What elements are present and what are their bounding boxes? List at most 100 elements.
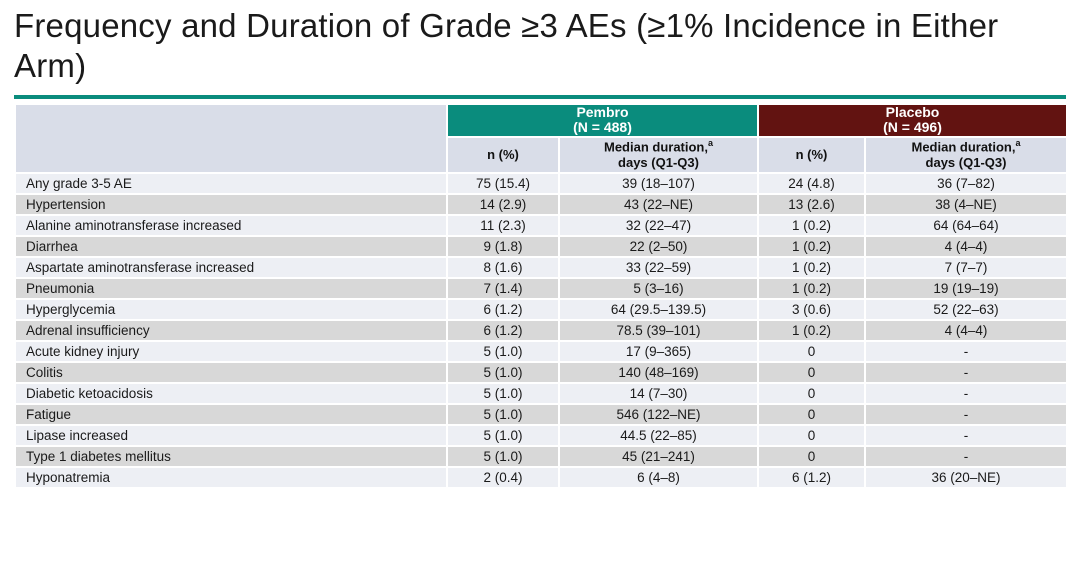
- corner-cell: [14, 103, 448, 174]
- placebo-group-name: Placebo: [885, 104, 940, 120]
- median-duration-units-label: days (Q1-Q3): [925, 155, 1007, 171]
- ae-name-cell: Diabetic ketoacidosis: [14, 381, 448, 405]
- pembro-n-cell: 75 (15.4): [446, 171, 560, 195]
- pembro-n-cell: 6 (1.2): [446, 297, 560, 321]
- table-body: Any grade 3-5 AE 75 (15.4) 39 (18–107) 24 (…: [14, 171, 1068, 489]
- placebo-n-cell: 0: [757, 402, 866, 426]
- pembro-duration-cell: 5 (3–16): [558, 276, 759, 300]
- ae-table: Pembro (N = 488) Placebo (N = 496) n (%)…: [14, 103, 1068, 489]
- group-header-row: Pembro (N = 488) Placebo (N = 496): [14, 103, 1068, 174]
- ae-name-cell: Aspartate aminotransferase increased: [14, 255, 448, 279]
- placebo-n-cell: 0: [757, 381, 866, 405]
- placebo-n-cell: 0: [757, 360, 866, 384]
- pembro-group-name: Pembro: [576, 104, 629, 120]
- pembro-group-header: Pembro (N = 488): [446, 103, 759, 138]
- pembro-duration-header: Median duration,a days (Q1-Q3): [558, 135, 759, 174]
- pembro-duration-cell: 39 (18–107): [558, 171, 759, 195]
- pembro-group-n: (N = 488): [573, 119, 632, 136]
- pembro-duration-cell: 44.5 (22–85): [558, 423, 759, 447]
- pembro-n-cell: 14 (2.9): [446, 192, 560, 216]
- sub-header-row: n (%) Median duration,a days (Q1-Q3) n (…: [15, 135, 1068, 174]
- ae-name-cell: Type 1 diabetes mellitus: [14, 444, 448, 468]
- footnote-marker: a: [1015, 137, 1021, 148]
- pembro-duration-cell: 17 (9–365): [558, 339, 759, 363]
- table-row: Any grade 3-5 AE 75 (15.4) 39 (18–107) 24 (…: [14, 171, 1068, 195]
- placebo-n-pct-header: n (%): [757, 135, 866, 174]
- placebo-n-cell: 0: [757, 339, 866, 363]
- placebo-duration-cell: -: [864, 402, 1068, 426]
- ae-name-cell: Lipase increased: [14, 423, 448, 447]
- n-pct-label: n (%): [795, 146, 828, 162]
- placebo-duration-cell: 64 (64–64): [864, 213, 1068, 237]
- pembro-n-cell: 8 (1.6): [446, 255, 560, 279]
- pembro-n-cell: 5 (1.0): [446, 444, 560, 468]
- placebo-duration-header: Median duration,a days (Q1-Q3): [864, 135, 1068, 174]
- table-row: Lipase increased 5 (1.0) 44.5 (22–85) 0-: [14, 423, 1068, 447]
- placebo-group-n: (N = 496): [883, 119, 942, 136]
- ae-name-cell: Hyponatremia: [14, 465, 448, 489]
- ae-name-cell: Colitis: [14, 360, 448, 384]
- ae-name-cell: Fatigue: [14, 402, 448, 426]
- placebo-duration-cell: -: [864, 444, 1068, 468]
- ae-name-cell: Hyperglycemia: [14, 297, 448, 321]
- placebo-duration-cell: 52 (22–63): [864, 297, 1068, 321]
- footnote-marker: a: [707, 137, 713, 148]
- placebo-duration-cell: 7 (7–7): [864, 255, 1068, 279]
- placebo-n-cell: 0: [757, 444, 866, 468]
- pembro-duration-cell: 43 (22–NE): [558, 192, 759, 216]
- ae-name-cell: Alanine aminotransferase increased: [14, 213, 448, 237]
- placebo-duration-cell: -: [864, 360, 1068, 384]
- pembro-n-cell: 5 (1.0): [446, 339, 560, 363]
- median-duration-label: Median duration,: [911, 139, 1016, 155]
- pembro-n-cell: 5 (1.0): [446, 360, 560, 384]
- table-row: Colitis 5 (1.0) 140 (48–169) 0-: [14, 360, 1068, 384]
- placebo-duration-cell: -: [864, 381, 1068, 405]
- placebo-duration-cell: 36 (20–NE): [864, 465, 1068, 489]
- table-row: Hypertension 14 (2.9) 43 (22–NE) 13 (2.6) 38…: [14, 192, 1068, 216]
- table-row: Hyponatremia 2 (0.4) 6 (4–8) 6 (1.2) 36 (20–…: [14, 465, 1068, 489]
- table-row: Hyperglycemia 6 (1.2) 64 (29.5–139.5) 3 (0.…: [14, 297, 1068, 321]
- placebo-n-cell: 1 (0.2): [757, 255, 866, 279]
- table-row: Type 1 diabetes mellitus 5 (1.0) 45 (21–24…: [14, 444, 1068, 468]
- pembro-n-cell: 2 (0.4): [446, 465, 560, 489]
- placebo-duration-cell: 4 (4–4): [864, 318, 1068, 342]
- placebo-n-cell: 0: [757, 423, 866, 447]
- placebo-n-cell: 6 (1.2): [757, 465, 866, 489]
- table-row: Diarrhea 9 (1.8) 22 (2–50) 1 (0.2) 4 (4–4): [14, 234, 1068, 258]
- pembro-n-cell: 11 (2.3): [446, 213, 560, 237]
- table-row: Diabetic ketoacidosis 5 (1.0) 14 (7–30) 0-: [14, 381, 1068, 405]
- pembro-n-cell: 5 (1.0): [446, 381, 560, 405]
- pembro-duration-cell: 45 (21–241): [558, 444, 759, 468]
- table-row: Pneumonia 7 (1.4) 5 (3–16) 1 (0.2) 19 (19–19…: [14, 276, 1068, 300]
- pembro-duration-cell: 22 (2–50): [558, 234, 759, 258]
- table-header: Pembro (N = 488) Placebo (N = 496) n (%)…: [14, 103, 1068, 174]
- placebo-group-header: Placebo (N = 496): [757, 103, 1068, 138]
- pembro-n-cell: 6 (1.2): [446, 318, 560, 342]
- placebo-duration-cell: 4 (4–4): [864, 234, 1068, 258]
- placebo-duration-cell: 36 (7–82): [864, 171, 1068, 195]
- placebo-duration-cell: -: [864, 339, 1068, 363]
- placebo-n-cell: 24 (4.8): [757, 171, 866, 195]
- median-duration-units-label: days (Q1-Q3): [618, 155, 699, 171]
- ae-name-cell: Acute kidney injury: [14, 339, 448, 363]
- pembro-n-pct-header: n (%): [446, 135, 560, 174]
- pembro-duration-cell: 14 (7–30): [558, 381, 759, 405]
- placebo-n-cell: 1 (0.2): [757, 234, 866, 258]
- placebo-duration-cell: 38 (4–NE): [864, 192, 1068, 216]
- pembro-duration-cell: 546 (122–NE): [558, 402, 759, 426]
- table-row: Acute kidney injury 5 (1.0) 17 (9–365) 0-: [14, 339, 1068, 363]
- pembro-n-cell: 9 (1.8): [446, 234, 560, 258]
- n-pct-label: n (%): [487, 146, 519, 162]
- placebo-n-cell: 13 (2.6): [757, 192, 866, 216]
- pembro-duration-cell: 6 (4–8): [558, 465, 759, 489]
- table-row: Aspartate aminotransferase increased 8 (1…: [14, 255, 1068, 279]
- placebo-n-cell: 1 (0.2): [757, 318, 866, 342]
- pembro-duration-cell: 64 (29.5–139.5): [558, 297, 759, 321]
- median-duration-label: Median duration,: [603, 139, 708, 155]
- ae-name-cell: Any grade 3-5 AE: [14, 171, 448, 195]
- placebo-n-cell: 3 (0.6): [757, 297, 866, 321]
- placebo-duration-cell: -: [864, 423, 1068, 447]
- ae-name-cell: Adrenal insufficiency: [14, 318, 448, 342]
- pembro-n-cell: 5 (1.0): [446, 402, 560, 426]
